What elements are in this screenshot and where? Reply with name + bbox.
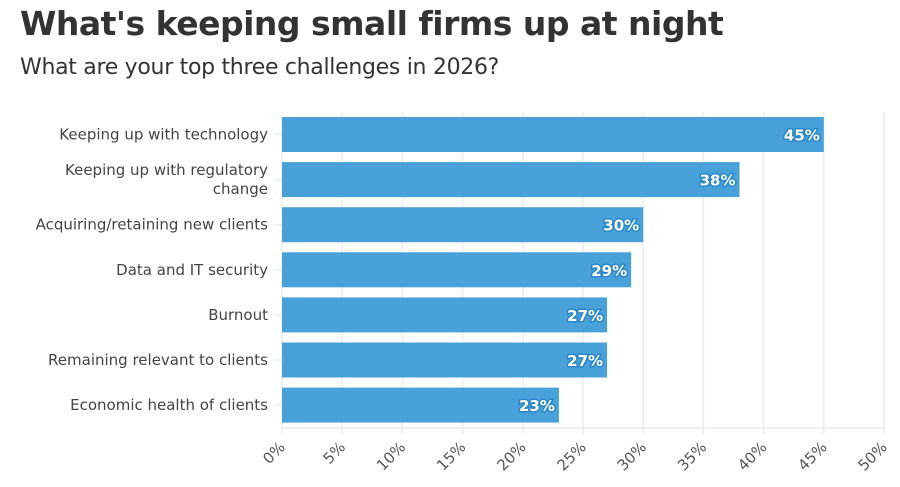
category-label: Economic health of clients <box>70 396 268 414</box>
category-label: Keeping up with regulatory <box>65 161 268 179</box>
value-label: 45% <box>784 127 820 145</box>
x-tick-label: 30% <box>614 438 650 474</box>
category-label: Remaining relevant to clients <box>48 351 268 369</box>
chart-title: What's keeping small firms up at night <box>20 4 724 43</box>
bar <box>282 297 608 333</box>
bar <box>282 387 559 423</box>
bar <box>282 207 644 243</box>
x-tick-label: 5% <box>319 438 349 468</box>
x-tick-label: 25% <box>554 438 590 474</box>
value-label: 27% <box>567 307 603 325</box>
x-axis-ticks: 0% 5% 10% 15% 20% 25% 30% 35% 40% 45% 50% <box>259 438 891 474</box>
bar <box>282 162 740 198</box>
category-label: Burnout <box>208 306 268 324</box>
chart-subtitle: What are your top three challenges in 20… <box>20 55 500 80</box>
x-tick-label: 45% <box>794 438 830 474</box>
value-label: 30% <box>603 217 639 235</box>
category-label: Keeping up with technology <box>59 126 268 144</box>
x-tick-label: 40% <box>734 438 770 474</box>
x-tick-label: 50% <box>855 438 891 474</box>
x-tick-label: 15% <box>433 438 469 474</box>
bars <box>282 117 824 423</box>
value-label: 38% <box>700 172 736 190</box>
bar <box>282 252 632 288</box>
category-labels: Keeping up with technology Keeping up wit… <box>36 126 269 415</box>
value-labels: 45% 38% 30% 29% 27% 27% 23% <box>518 125 822 417</box>
x-tick-label: 0% <box>259 438 289 468</box>
category-label: change <box>213 180 268 198</box>
x-tick-label: 10% <box>373 438 409 474</box>
bar <box>282 342 608 378</box>
bar <box>282 117 824 152</box>
value-label: 29% <box>591 262 627 280</box>
category-label: Acquiring/retaining new clients <box>36 216 269 234</box>
value-label: 23% <box>519 397 555 415</box>
value-label: 27% <box>567 352 603 370</box>
x-tick-label: 20% <box>493 438 529 474</box>
category-label: Data and IT security <box>116 261 268 279</box>
x-tick-label: 35% <box>674 438 710 474</box>
